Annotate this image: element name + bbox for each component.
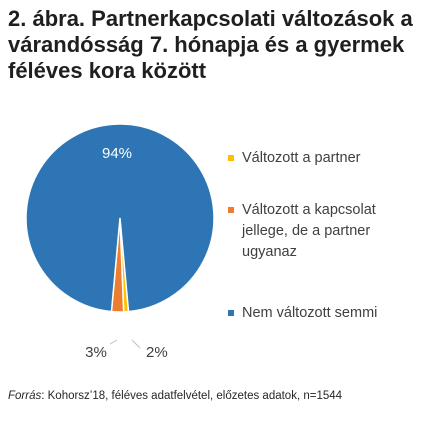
data-label-relationship-changed: 2%: [146, 344, 168, 361]
pie-labels: 94% 3% 2%: [85, 145, 168, 361]
leader-line-left: [109, 339, 118, 345]
legend-swatch: [228, 310, 234, 316]
pie-slices: [25, 123, 215, 313]
legend-label: Változott a kapcsolat jellege, de a part…: [242, 202, 376, 260]
data-label-other: 3%: [85, 344, 107, 361]
legend-label: Változott a partner: [242, 150, 361, 166]
source-prefix: Forrás: [8, 390, 42, 402]
legend-swatch: [228, 155, 234, 161]
legend-swatch: [228, 207, 234, 213]
legend-label: Nem változott semmi: [242, 305, 378, 321]
legend-item-nothing-changed: Nem változott semmi: [228, 303, 422, 324]
legend-item-relationship-changed: Változott a kapcsolat jellege, de a part…: [228, 200, 422, 263]
leader-line-right: [131, 339, 141, 349]
data-label-nothing-changed: 94%: [102, 145, 132, 162]
pie-slice-3: [25, 123, 215, 313]
legend-item-partner-changed: Változott a partner: [228, 148, 422, 169]
chart-title: 2. ábra. Partnerkapcsolati változások a …: [8, 6, 413, 83]
source-text: : Kohorsz’18, féléves adatfelvétel, előz…: [41, 390, 343, 402]
source-note: Forrás: Kohorsz’18, féléves adatfelvétel…: [8, 390, 342, 402]
